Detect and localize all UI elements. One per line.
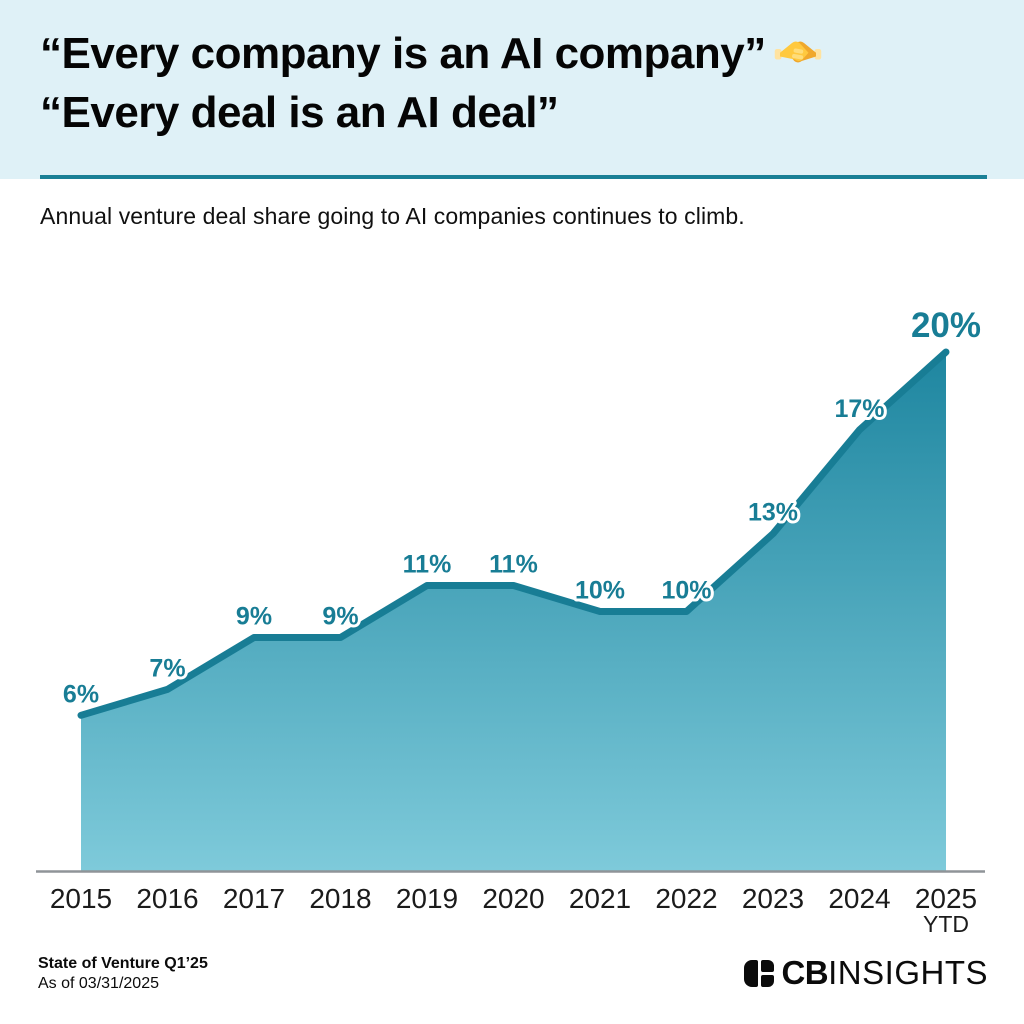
logo-text-cb: CB xyxy=(781,954,829,991)
x-axis-label: 2017 xyxy=(223,883,285,914)
title-line-1: “Every company is an AI company” xyxy=(40,26,984,85)
source-note: State of Venture Q1’25 As of 03/31/2025 xyxy=(38,954,208,994)
value-label: 11% xyxy=(489,551,538,579)
x-axis-label: 2021 xyxy=(569,883,631,914)
x-axis-labels: 2015 2016 2017 2018 2019 2020 2021 2022 2023 2024… xyxy=(50,883,977,937)
value-label: 10% xyxy=(575,577,625,605)
x-axis-label: 2020 xyxy=(482,883,544,914)
x-axis-label: 2019 xyxy=(396,883,458,914)
x-axis-label: 2015 xyxy=(50,883,112,914)
value-label: 10% xyxy=(661,577,711,605)
header-divider xyxy=(40,175,987,179)
source-title: State of Venture Q1’25 xyxy=(38,955,208,972)
x-axis-label: 2022 xyxy=(655,883,717,914)
page-title: “Every company is an AI company” “Every … xyxy=(0,0,1024,140)
value-label: 13% xyxy=(748,499,798,527)
value-label: 9% xyxy=(236,603,272,631)
chart-subtitle: Annual venture deal share going to AI co… xyxy=(40,203,745,229)
value-label: 7% xyxy=(149,654,185,682)
value-label: 6% xyxy=(63,680,99,708)
value-label: 9% xyxy=(322,603,358,631)
x-axis-label-note: YTD xyxy=(923,911,969,937)
logo-mark-left-block xyxy=(744,959,759,987)
handshake-icon xyxy=(774,30,822,85)
value-label: 11% xyxy=(403,551,452,579)
cbinsights-logo-mark-icon xyxy=(744,959,775,987)
x-axis-label: 2023 xyxy=(742,883,804,914)
logo-mark-bottom-right-block xyxy=(761,974,775,987)
header-banner: “Every company is an AI company” “Every … xyxy=(0,0,1024,179)
title-line-1-text: “Every company is an AI company” xyxy=(40,29,766,78)
area-fill xyxy=(81,352,946,871)
x-axis-label: 2024 xyxy=(828,883,890,914)
source-date: As of 03/31/2025 xyxy=(38,975,159,992)
logo-text-insights: INSIGHTS xyxy=(828,954,988,991)
value-label: 20% xyxy=(911,306,981,345)
cbinsights-logo: CB INSIGHTS xyxy=(744,954,988,991)
x-axis-label: 2018 xyxy=(309,883,371,914)
logo-mark-top-right-block xyxy=(761,959,775,972)
x-axis-label: 2025 xyxy=(915,883,977,914)
trend-line xyxy=(77,348,950,719)
value-labels: 6% 7% 9% 9% 11% 11% 10% 10% 13% 17% 20% xyxy=(60,303,985,712)
x-axis-label: 2016 xyxy=(136,883,198,914)
value-label: 17% xyxy=(834,395,884,423)
title-line-2: “Every deal is an AI deal” xyxy=(40,88,559,137)
